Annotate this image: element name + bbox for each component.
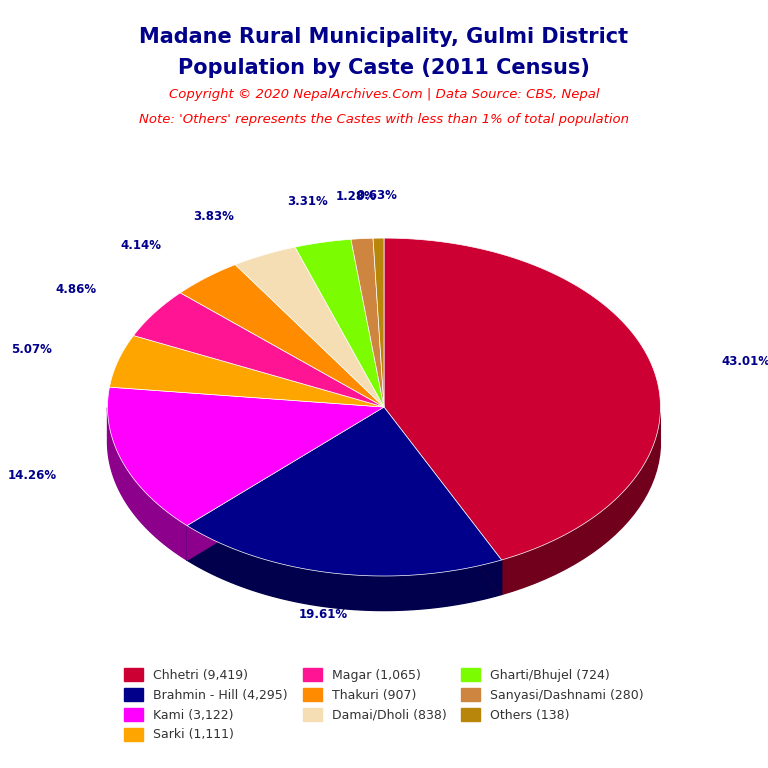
Text: 19.61%: 19.61% [299,608,348,621]
Text: 43.01%: 43.01% [721,355,768,368]
Polygon shape [373,238,384,407]
Polygon shape [235,247,384,407]
Polygon shape [180,265,384,407]
Polygon shape [110,336,384,407]
Text: Note: 'Others' represents the Castes with less than 1% of total population: Note: 'Others' represents the Castes wit… [139,113,629,126]
Polygon shape [502,412,660,594]
Text: Population by Caste (2011 Census): Population by Caste (2011 Census) [178,58,590,78]
Text: 14.26%: 14.26% [8,469,57,482]
Polygon shape [384,407,502,594]
Polygon shape [187,407,384,560]
Text: 3.31%: 3.31% [287,194,328,207]
Text: Copyright © 2020 NepalArchives.Com | Data Source: CBS, Nepal: Copyright © 2020 NepalArchives.Com | Dat… [169,88,599,101]
Polygon shape [134,293,384,407]
Polygon shape [187,407,502,576]
Polygon shape [108,408,187,560]
Polygon shape [351,238,384,407]
Text: 5.07%: 5.07% [11,343,51,356]
Polygon shape [108,387,384,525]
Polygon shape [295,240,384,407]
Text: 3.83%: 3.83% [194,210,234,223]
Text: 0.63%: 0.63% [356,190,398,203]
Text: 4.86%: 4.86% [55,283,97,296]
Polygon shape [187,407,384,560]
Text: Madane Rural Municipality, Gulmi District: Madane Rural Municipality, Gulmi Distric… [140,27,628,47]
Legend: Chhetri (9,419), Brahmin - Hill (4,295), Kami (3,122), Sarki (1,111), Magar (1,0: Chhetri (9,419), Brahmin - Hill (4,295),… [119,663,649,746]
Text: 4.14%: 4.14% [121,239,162,252]
Polygon shape [384,238,660,560]
Text: 1.28%: 1.28% [336,190,377,203]
Polygon shape [187,525,502,611]
Polygon shape [384,407,502,594]
